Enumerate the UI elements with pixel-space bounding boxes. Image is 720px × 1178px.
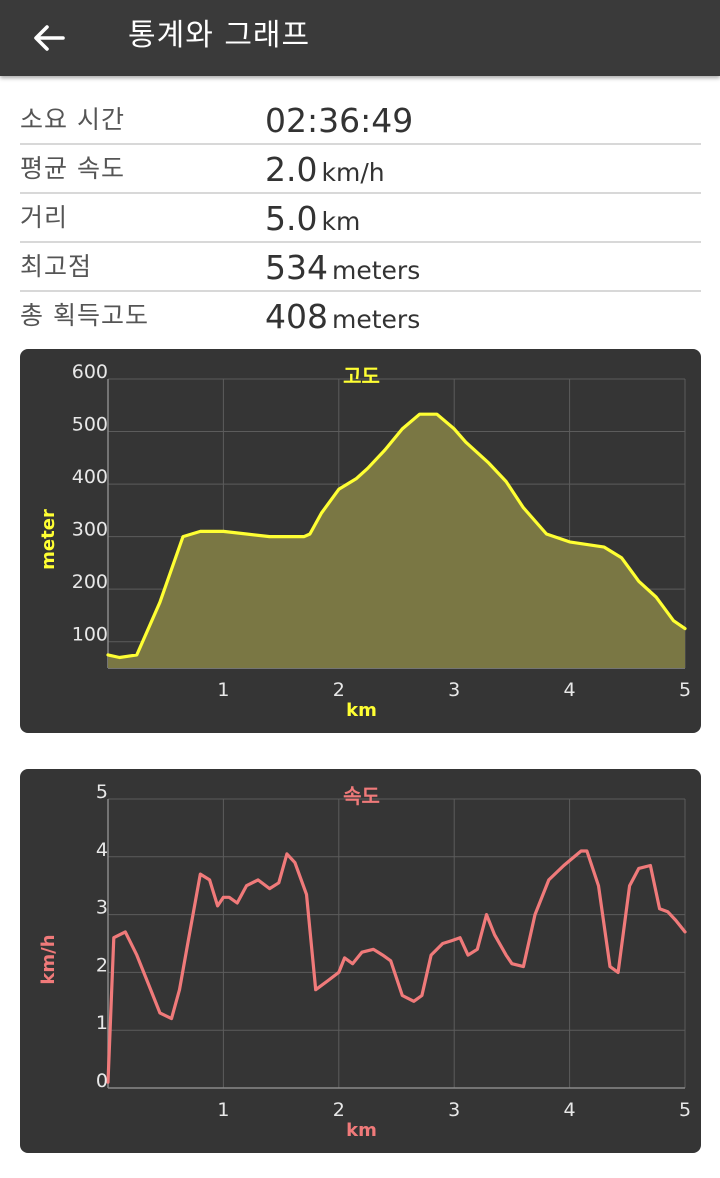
stat-row-duration: 소요 시간 02:36:49 [20, 96, 701, 145]
stat-value: 408 meters [265, 292, 420, 347]
stats-table: 소요 시간 02:36:49 평균 속도 2.0 km/h 거리 5.0 km 최고… [20, 96, 701, 339]
x-tick-label: 3 [448, 679, 460, 701]
y-tick-label: 100 [72, 624, 108, 646]
x-tick-label: 1 [217, 679, 229, 701]
y-tick-label: 0 [96, 1070, 108, 1092]
stat-value: 2.0 km/h [265, 145, 385, 200]
y-tick-label: 500 [72, 414, 108, 436]
stat-number: 02:36:49 [265, 101, 414, 140]
stat-value: 5.0 km [265, 194, 360, 249]
stat-unit: km [321, 207, 361, 236]
area-fill [108, 414, 685, 668]
series-line [106, 412, 687, 660]
y-tick-label: 5 [96, 781, 108, 803]
stat-row-avg-speed: 평균 속도 2.0 km/h [20, 145, 701, 194]
y-tick-label: 300 [72, 519, 108, 541]
y-tick-label: 3 [96, 897, 108, 919]
stat-number: 5.0 [265, 199, 318, 238]
x-tick-label: 4 [564, 679, 576, 701]
stat-label: 소요 시간 [20, 105, 125, 134]
app-bar: 통계와 그래프 [0, 0, 720, 76]
stat-number: 408 [265, 297, 328, 336]
stat-unit: meters [332, 256, 421, 285]
x-tick-label: 5 [679, 1099, 691, 1121]
stat-value: 02:36:49 [265, 96, 417, 151]
y-tick-label: 400 [72, 466, 108, 488]
stat-label: 총 획득고도 [20, 301, 149, 330]
stat-number: 2.0 [265, 150, 318, 189]
y-axis-label: meter [38, 509, 59, 570]
elevation-chart-card: 1 2 3 4 5 100 200 300 400 500 600 고도 km meter [20, 349, 701, 733]
stat-unit: km/h [321, 158, 385, 187]
stat-unit: meters [332, 305, 421, 334]
x-axis-label: km [346, 1120, 377, 1141]
chart-title: 속도 [343, 784, 380, 808]
stat-label: 거리 [20, 203, 69, 232]
speed-chart-card: 1 2 3 4 5 0 1 2 3 4 5 속도 km km/h [20, 769, 701, 1153]
arrow-left-icon [34, 25, 65, 51]
series-line [106, 849, 687, 1084]
back-button[interactable] [22, 14, 76, 62]
y-tick-label: 600 [72, 361, 108, 383]
y-tick-label: 200 [72, 571, 108, 593]
y-tick-label: 2 [96, 954, 108, 976]
stat-row-distance: 거리 5.0 km [20, 194, 701, 243]
elevation-chart: 1 2 3 4 5 100 200 300 400 500 600 고도 km meter [38, 361, 691, 721]
stat-row-max-elevation: 최고점 534 meters [20, 243, 701, 292]
x-tick-label: 5 [679, 679, 691, 701]
y-tick-label: 4 [96, 839, 108, 861]
stat-label: 평균 속도 [20, 154, 125, 183]
y-axis-label: km/h [38, 934, 59, 984]
x-tick-label: 2 [333, 679, 345, 701]
x-axis-label: km [346, 700, 377, 721]
speed-chart: 1 2 3 4 5 0 1 2 3 4 5 속도 km km/h [38, 781, 691, 1141]
chart-title: 고도 [343, 364, 380, 388]
stat-value: 534 meters [265, 243, 420, 298]
x-tick-label: 3 [448, 1099, 460, 1121]
stat-row-elevation-gain: 총 획득고도 408 meters [20, 292, 701, 339]
page-title: 통계와 그래프 [128, 18, 311, 53]
stat-label: 최고점 [20, 252, 93, 281]
x-tick-label: 4 [564, 1099, 576, 1121]
x-tick-label: 1 [217, 1099, 229, 1121]
y-tick-label: 1 [96, 1012, 108, 1034]
stat-number: 534 [265, 248, 328, 287]
x-tick-label: 2 [333, 1099, 345, 1121]
